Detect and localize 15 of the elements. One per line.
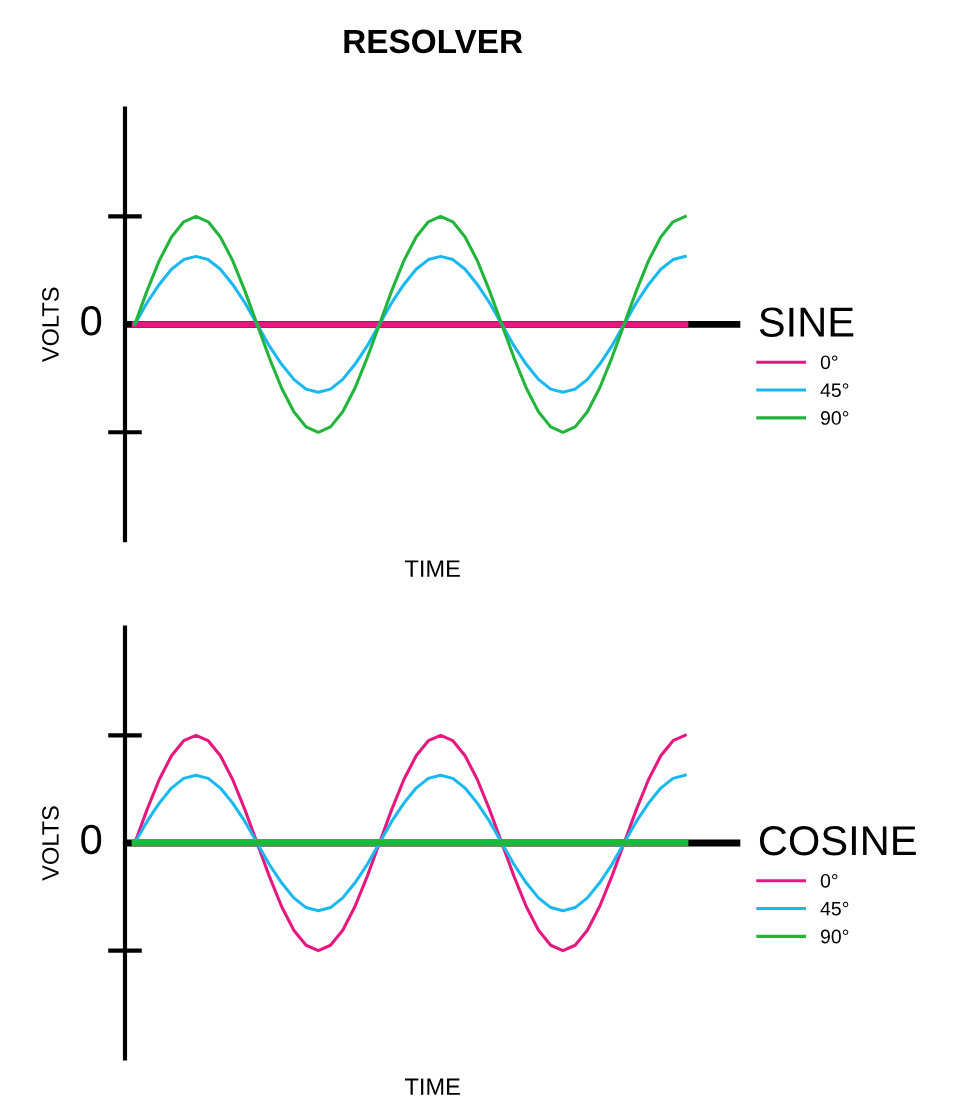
- legend-title: SINE: [759, 307, 854, 337]
- text: 0: [81, 824, 102, 855]
- legend-label: 90°: [820, 411, 849, 425]
- y-axis-title: VOLTS: [42, 806, 59, 881]
- text: 0: [81, 306, 102, 336]
- legend-label: 0°: [820, 355, 838, 370]
- legend-label: 90°: [820, 929, 849, 944]
- y-axis-title: VOLTS: [42, 287, 59, 363]
- legend-label: 0°: [820, 873, 838, 888]
- x-axis-title: TIME: [404, 1078, 460, 1095]
- x-axis-title: TIME: [404, 560, 460, 577]
- legend-label: 45°: [820, 383, 849, 398]
- legend-label: 45°: [820, 901, 849, 916]
- chart-title: RESOLVER: [344, 29, 523, 54]
- legend-title: COSINE: [759, 825, 916, 856]
